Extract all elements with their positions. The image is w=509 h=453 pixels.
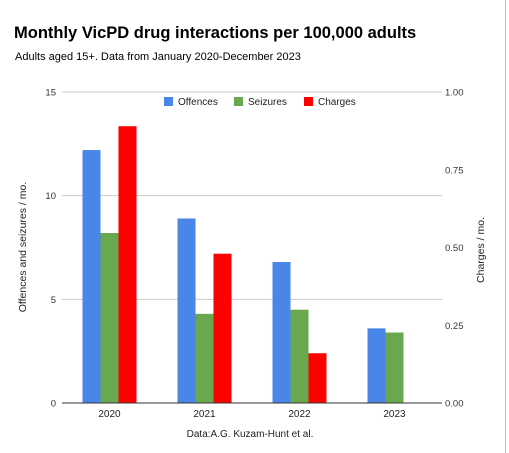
legend-swatch-offences: [164, 97, 173, 106]
legend-label-charges: Charges: [318, 97, 356, 108]
right-tick-label: 1.00: [445, 88, 464, 99]
x-tick-label: 2022: [288, 409, 311, 420]
bar-charges-2020: [118, 126, 137, 404]
bar-seizures-2023: [385, 332, 404, 403]
bar-offences-2021: [177, 218, 196, 403]
left-tick-label: 0: [51, 399, 56, 410]
legend-swatch-seizures: [234, 97, 243, 106]
legend-label-offences: Offences: [178, 97, 218, 108]
legend-swatch-charges: [304, 97, 313, 106]
chart-title: Monthly VicPD drug interactions per 100,…: [14, 24, 417, 42]
legend-label-seizures: Seizures: [248, 97, 287, 108]
bar-seizures-2022: [290, 309, 309, 403]
chart-subtitle: Adults aged 15+. Data from January 2020-…: [15, 51, 301, 63]
legend: Offences Seizures Charges: [164, 97, 356, 108]
right-tick-label: 0.75: [445, 165, 464, 176]
bars: [82, 126, 404, 404]
bar-seizures-2020: [100, 232, 119, 403]
bar-charges-2021: [213, 253, 232, 403]
axes: 0 5 10 15 0.00 0.25 0.50 0.75 1.00 2020 2021 2022 20…: [45, 88, 463, 421]
frame-border: [505, 0, 506, 453]
x-axis-label: Data:A.G. Kuzam-Hunt et al.: [187, 429, 314, 440]
bar-offences-2023: [367, 328, 386, 403]
right-axis-label: Charges / mo.: [475, 217, 487, 283]
right-tick-label: 0.50: [445, 243, 464, 254]
right-tick-label: 0.25: [445, 321, 464, 332]
left-axis-label: Offences and seizures / mo.: [17, 182, 29, 313]
left-tick-label: 15: [45, 88, 56, 99]
bar-charges-2022: [308, 353, 327, 403]
bar-offences-2020: [82, 150, 101, 403]
left-tick-label: 5: [51, 295, 56, 306]
right-tick-label: 0.00: [445, 399, 464, 410]
x-tick-label: 2020: [98, 409, 121, 420]
x-tick-label: 2023: [383, 409, 406, 420]
left-tick-label: 10: [45, 191, 56, 202]
bar-seizures-2021: [195, 313, 214, 403]
x-tick-label: 2021: [193, 409, 216, 420]
bar-offences-2022: [272, 262, 291, 403]
